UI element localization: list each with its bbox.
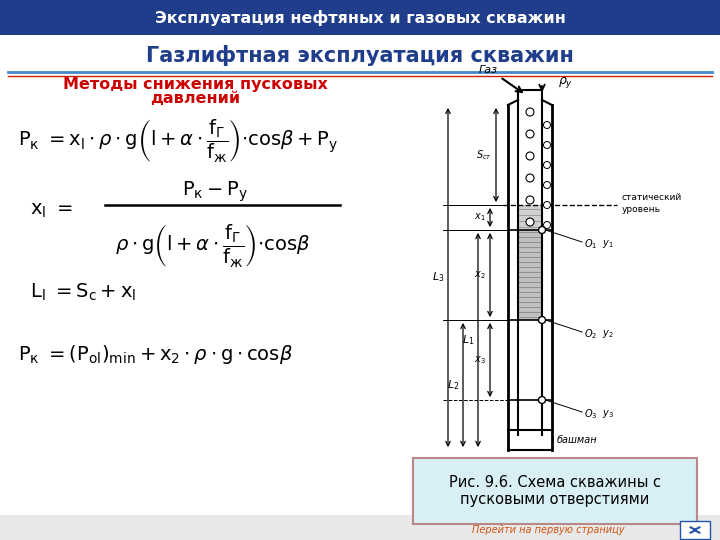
Circle shape [526, 152, 534, 160]
Circle shape [526, 174, 534, 182]
Circle shape [544, 221, 551, 228]
Text: давлений: давлений [150, 91, 240, 106]
Circle shape [539, 316, 546, 323]
Bar [519, 205, 541, 230]
Circle shape [539, 226, 546, 233]
FancyBboxPatch shape [413, 458, 697, 524]
Text: $y_3$: $y_3$ [602, 408, 613, 420]
Text: уровень: уровень [622, 205, 661, 213]
Text: $S_{ст}$: $S_{ст}$ [476, 148, 492, 162]
Text: Газлифтная эксплуатация скважин: Газлифтная эксплуатация скважин [146, 44, 574, 65]
Text: Методы снижения пусковых: Методы снижения пусковых [63, 77, 328, 92]
Circle shape [539, 396, 546, 403]
Circle shape [544, 141, 551, 149]
Text: $\mathsf{x}_{\mathsf{l}}$ $=$: $\mathsf{x}_{\mathsf{l}}$ $=$ [30, 200, 73, 219]
Text: Рис. 9.6. Схема скважины с
пусковыми отверстиями: Рис. 9.6. Схема скважины с пусковыми отв… [449, 475, 661, 507]
Text: башман: башман [557, 435, 598, 445]
FancyBboxPatch shape [680, 521, 710, 539]
Bar [0, 0, 720, 35]
Circle shape [526, 130, 534, 138]
Text: $y_2$: $y_2$ [602, 328, 613, 340]
Circle shape [544, 201, 551, 208]
Circle shape [526, 196, 534, 204]
Text: $\rho \cdot \mathsf{g}$$\left( \mathsf{l} + \alpha \cdot \dfrac{\mathsf{f}_{\Gam: $\rho \cdot \mathsf{g}$$\left( \mathsf{l… [115, 222, 310, 269]
Bar [500, 470, 560, 482]
Text: $O_3$: $O_3$ [584, 407, 598, 421]
Text: $\mathsf{P}_{\mathsf{к}}$ $= \left( \mathsf{P}_{\mathsf{ol}} \right)_{\mathsf{mi: $\mathsf{P}_{\mathsf{к}}$ $= \left( \mat… [18, 343, 293, 367]
Text: $y_1$: $y_1$ [602, 238, 613, 250]
Text: Перейти на первую страницу: Перейти на первую страницу [472, 525, 624, 535]
Circle shape [544, 181, 551, 188]
Bar [496, 498, 564, 512]
Text: $\mathsf{P}_{\mathsf{к}} - \mathsf{P}_{\mathsf{у}}$: $\mathsf{P}_{\mathsf{к}} - \mathsf{P}_{\… [182, 180, 248, 204]
Text: статический: статический [622, 192, 683, 201]
Text: Газ: Газ [479, 65, 498, 75]
Circle shape [526, 108, 534, 116]
Circle shape [544, 122, 551, 129]
Text: $x_1$: $x_1$ [474, 212, 486, 224]
Text: $x_3$: $x_3$ [474, 354, 486, 366]
Bar [519, 230, 541, 320]
Text: $O_1$: $O_1$ [584, 237, 598, 251]
Text: $O_2$: $O_2$ [584, 327, 597, 341]
Text: $\mathsf{L}_{\mathsf{l}}$ $= \mathsf{S}_{\mathsf{c}} + \mathsf{x}_{\mathsf{l}}$: $\mathsf{L}_{\mathsf{l}}$ $= \mathsf{S}_… [30, 281, 136, 302]
Text: $\mathsf{P}_{\mathsf{к}}$ $= \mathsf{x}_{\mathsf{l}} \cdot \rho \cdot \mathsf{g}: $\mathsf{P}_{\mathsf{к}}$ $= \mathsf{x}_… [18, 117, 338, 164]
Text: $L_3$: $L_3$ [431, 271, 444, 285]
Text: Эксплуатация нефтяных и газовых скважин: Эксплуатация нефтяных и газовых скважин [155, 10, 565, 26]
Bar [0, 35, 720, 515]
Text: $L_2$: $L_2$ [446, 378, 459, 392]
Circle shape [544, 161, 551, 168]
Text: $x_2$: $x_2$ [474, 269, 486, 281]
Text: $L_1$: $L_1$ [462, 333, 474, 347]
Circle shape [526, 218, 534, 226]
Text: $\rho_y$: $\rho_y$ [558, 76, 573, 91]
